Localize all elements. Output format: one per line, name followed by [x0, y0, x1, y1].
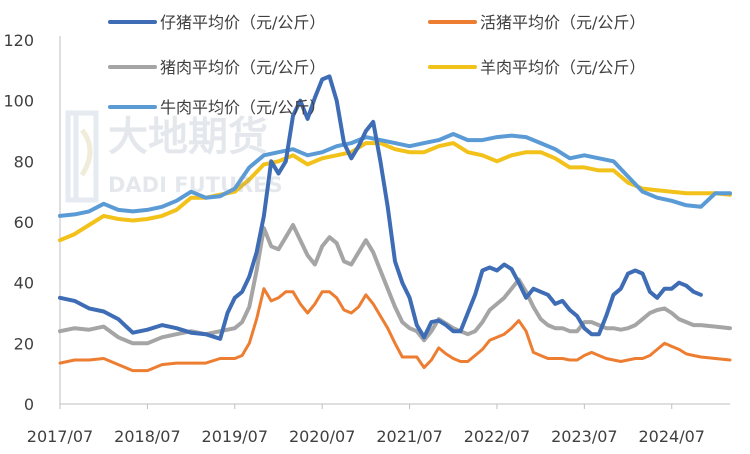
series-lines [58, 74, 732, 373]
legend-item-2: 活猪平均价（元/公斤） [428, 13, 645, 32]
watermark-text-en: DADI FUTURES [108, 173, 283, 197]
x-tick-label: 2021/07 [376, 427, 442, 446]
x-tick-label: 2024/07 [639, 427, 705, 446]
legend-label: 活猪平均价（元/公斤） [480, 13, 645, 32]
watermark-text-cn: 大地期货 [108, 114, 268, 160]
series-line-3 [58, 223, 732, 346]
series-line-1 [58, 74, 703, 341]
legend-item-5: 牛肉平均价（元/公斤） [108, 98, 325, 117]
legend-item-1: 仔猪平均价（元/公斤） [108, 13, 325, 32]
watermark: 大地期货 DADI FUTURES [108, 114, 283, 197]
x-tick-label: 2018/07 [114, 427, 180, 446]
y-tick-label: 20 [14, 334, 34, 353]
legend-label: 牛肉平均价（元/公斤） [160, 98, 325, 117]
watermark-logo [65, 110, 99, 203]
legend-item-4: 羊肉平均价（元/公斤） [428, 58, 645, 77]
legend-label: 羊肉平均价（元/公斤） [480, 58, 645, 77]
logo-mark [65, 110, 99, 203]
x-tick-label: 2019/07 [202, 427, 268, 446]
legend: 仔猪平均价（元/公斤） 活猪平均价（元/公斤） 猪肉平均价（元/公斤） 羊肉平均价（元… [108, 13, 645, 117]
legend-label: 猪肉平均价（元/公斤） [160, 58, 325, 77]
series-line-5 [58, 132, 732, 218]
logo-mark-curve [79, 128, 93, 177]
y-tick-label: 40 [14, 274, 34, 293]
legend-label: 仔猪平均价（元/公斤） [160, 13, 325, 32]
y-tick-label: 120 [3, 31, 34, 50]
y-tick-label: 60 [14, 213, 34, 232]
legend-item-3: 猪肉平均价（元/公斤） [108, 58, 325, 77]
series-line-4 [58, 141, 732, 243]
series-line-2 [58, 287, 732, 373]
x-tick-label: 2020/07 [289, 427, 355, 446]
x-tick-label: 2023/07 [551, 427, 617, 446]
y-axis: 0 20 40 60 80 100 120 [3, 31, 61, 414]
x-tick-label: 2017/07 [27, 427, 93, 446]
y-tick-label: 80 [14, 152, 34, 171]
x-axis: 2017/07 2018/07 2019/07 2020/07 2021/07 2022/… [27, 403, 730, 446]
y-tick-label: 0 [24, 395, 34, 414]
x-tick-label: 2022/07 [464, 427, 530, 446]
y-tick-label: 100 [3, 92, 34, 111]
